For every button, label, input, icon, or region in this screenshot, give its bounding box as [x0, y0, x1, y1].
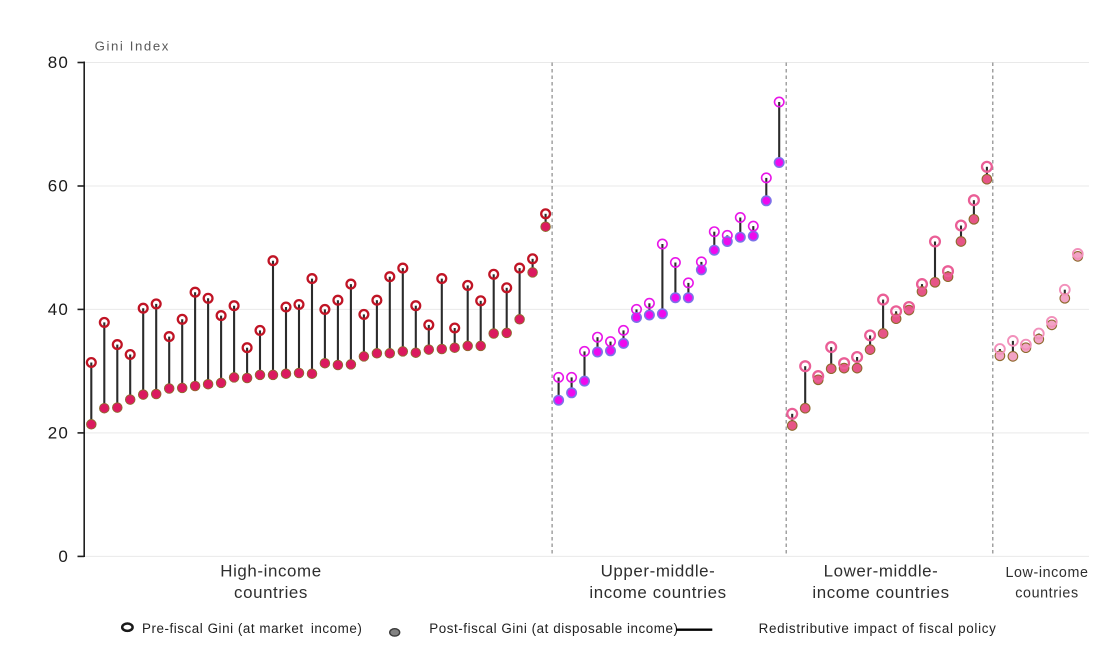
svg-text:High-income: High-income — [220, 561, 321, 580]
svg-text:Lower-middle-: Lower-middle- — [824, 561, 939, 580]
svg-text:Redistributive impact of fisca: Redistributive impact of fiscal policy — [759, 621, 997, 636]
svg-text:0: 0 — [58, 547, 69, 566]
svg-text:Gini Index: Gini Index — [95, 38, 170, 53]
svg-text:60: 60 — [48, 177, 69, 196]
svg-text:Post-fiscal Gini (at disposabl: Post-fiscal Gini (at disposable income) — [429, 621, 678, 636]
svg-text:income countries: income countries — [589, 583, 726, 602]
svg-text:countries: countries — [1015, 585, 1078, 601]
svg-text:income countries: income countries — [812, 583, 949, 602]
svg-text:Low-income: Low-income — [1005, 565, 1088, 581]
svg-text:80: 80 — [48, 53, 69, 72]
svg-text:Upper-middle-: Upper-middle- — [601, 561, 716, 580]
svg-text:countries: countries — [234, 583, 308, 602]
svg-text:Pre-fiscal Gini (at market inc: Pre-fiscal Gini (at market income) — [142, 621, 362, 636]
svg-text:20: 20 — [48, 423, 69, 442]
svg-text:40: 40 — [48, 300, 69, 319]
